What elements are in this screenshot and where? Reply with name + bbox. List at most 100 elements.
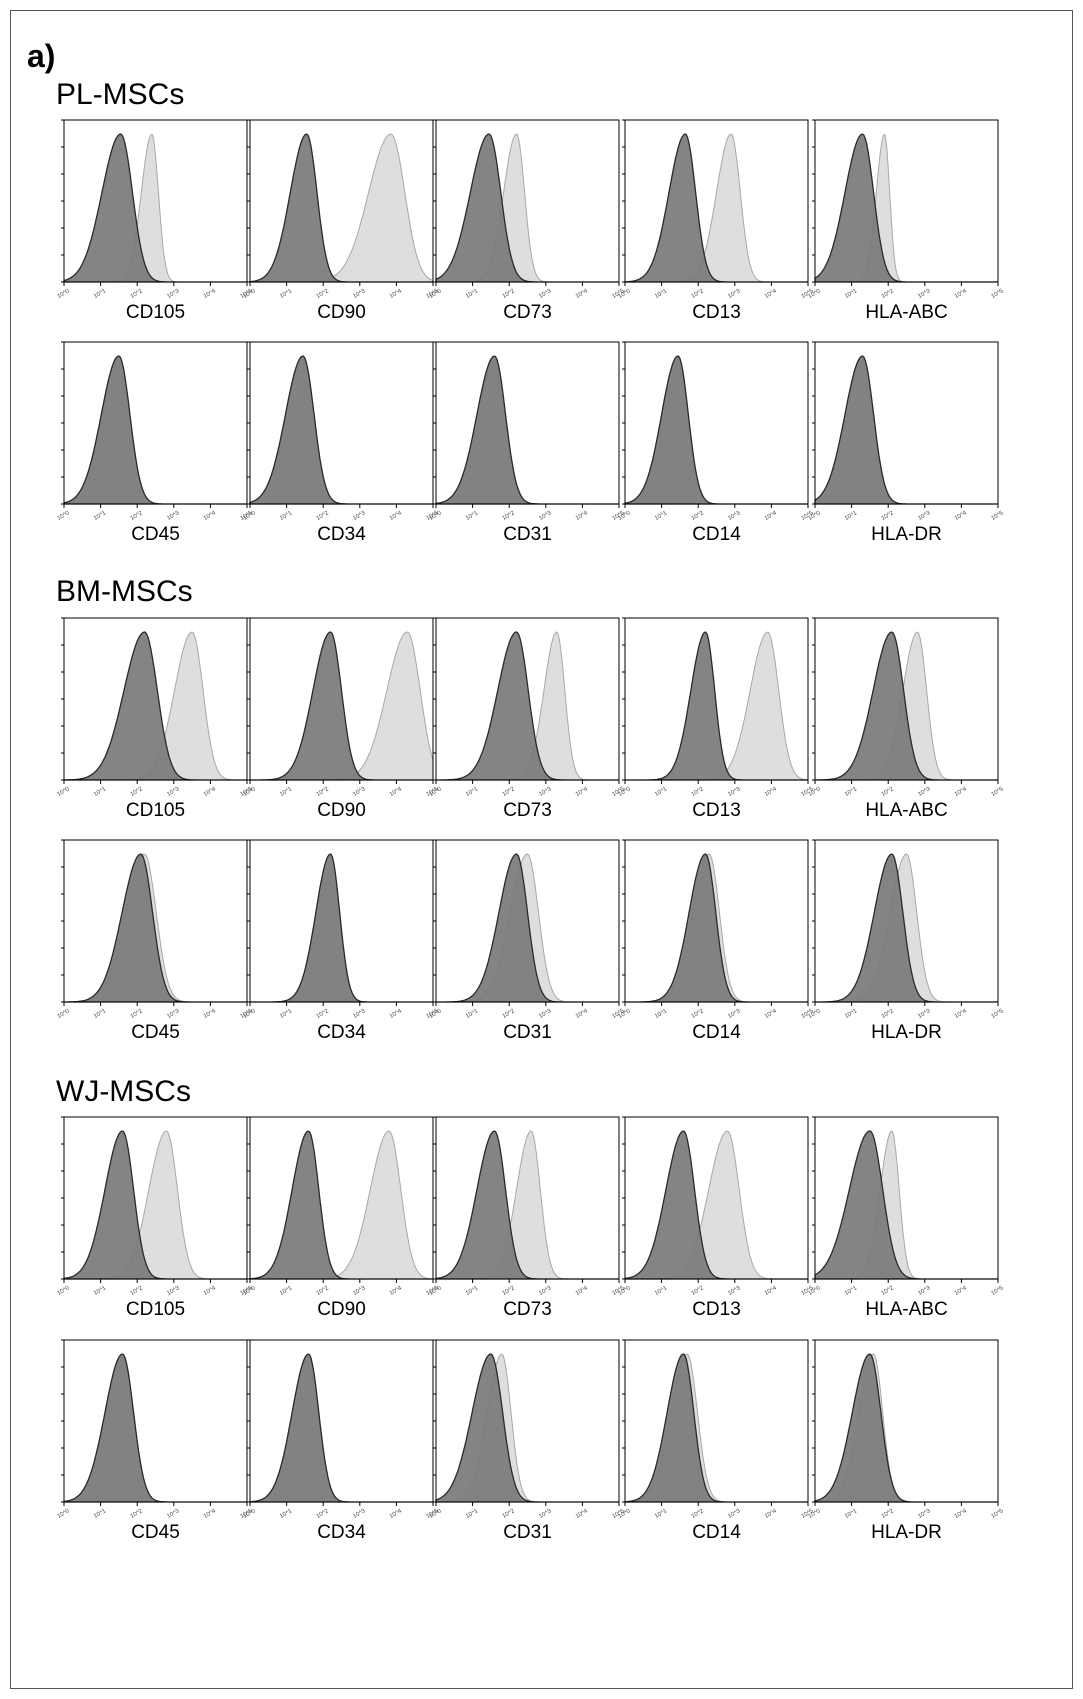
x-tick-label-2-0-1-5: 10^5 [425,1285,440,1297]
marker-label-0-0-0: CD105 [126,302,185,323]
x-tick-label-2-1-0-0: 10^0 [56,1508,71,1520]
x-tick-label-2-1-3-2: 10^2 [691,1508,706,1520]
x-tick-label-2-1-3-4: 10^4 [764,1508,779,1520]
marker-label-0-0-3: CD13 [692,302,741,323]
x-tick-label-1-1-3-0: 10^0 [617,1008,632,1020]
isotype-histogram-2-1-4 [814,1353,998,1503]
x-tick-label-0-1-4-0: 10^0 [807,510,822,522]
x-tick-label-2-0-4-0: 10^0 [807,1285,822,1297]
x-tick-label-0-0-2-5: 10^5 [611,288,626,300]
x-tick-label-0-0-3-1: 10^1 [654,288,669,300]
x-tick-label-0-0-4-1: 10^1 [844,288,859,300]
x-tick-label-2-0-3-3: 10^3 [727,1285,742,1297]
marker-label-2-0-2: CD73 [503,1299,552,1320]
x-tick-label-2-0-4-1: 10^1 [844,1285,859,1297]
marker-label-1-0-4: HLA-ABC [865,800,947,821]
isotype-histogram-1-0-0 [63,631,247,781]
x-tick-label-2-1-2-2: 10^2 [502,1508,517,1520]
x-tick-label-1-0-1-2: 10^2 [316,786,331,798]
x-tick-label-2-1-0-3: 10^3 [166,1508,181,1520]
x-tick-label-2-1-2-3: 10^3 [538,1508,553,1520]
x-tick-label-2-0-0-1: 10^1 [93,1285,108,1297]
x-tick-label-2-1-0-4: 10^4 [203,1508,218,1520]
x-tick-label-1-1-3-4: 10^4 [764,1008,779,1020]
x-tick-label-2-0-3-4: 10^4 [764,1285,779,1297]
marker-label-0-0-1: CD90 [317,302,366,323]
marker-label-1-0-0: CD105 [126,800,185,821]
x-tick-label-1-1-1-4: 10^4 [389,1008,404,1020]
x-tick-label-0-0-0-2: 10^2 [130,288,145,300]
x-tick-label-1-0-2-2: 10^2 [502,786,517,798]
x-tick-label-1-0-1-4: 10^4 [389,786,404,798]
x-tick-label-1-1-4-0: 10^0 [807,1008,822,1020]
x-tick-label-0-0-1-5: 10^5 [425,288,440,300]
x-tick-label-2-0-4-2: 10^2 [881,1285,896,1297]
x-tick-label-1-0-4-2: 10^2 [881,786,896,798]
x-tick-label-0-0-3-4: 10^4 [764,288,779,300]
x-tick-label-0-1-3-1: 10^1 [654,510,669,522]
x-tick-label-0-1-1-2: 10^2 [316,510,331,522]
x-tick-label-0-1-4-5: 10^5 [990,510,1005,522]
isotype-histogram-0-1-2 [435,355,619,505]
x-tick-label-0-0-4-5: 10^5 [990,288,1005,300]
x-tick-label-2-0-4-4: 10^4 [954,1285,969,1297]
x-tick-label-1-1-0-3: 10^3 [166,1008,181,1020]
isotype-histogram-0-1-1 [249,355,433,505]
x-tick-label-0-1-0-3: 10^3 [166,510,181,522]
x-tick-label-2-0-3-0: 10^0 [617,1285,632,1297]
marker-label-2-1-1: CD34 [317,1522,366,1543]
x-tick-label-1-0-2-3: 10^3 [538,786,553,798]
x-tick-label-1-0-2-0: 10^0 [428,786,443,798]
x-tick-label-2-1-3-0: 10^0 [617,1508,632,1520]
x-tick-label-1-0-4-0: 10^0 [807,786,822,798]
x-tick-label-1-1-2-5: 10^5 [611,1008,626,1020]
x-tick-label-2-0-0-5: 10^5 [239,1285,254,1297]
x-tick-label-2-0-0-4: 10^4 [203,1285,218,1297]
x-tick-label-0-1-4-1: 10^1 [844,510,859,522]
x-tick-label-1-0-3-4: 10^4 [764,786,779,798]
x-tick-label-1-1-3-1: 10^1 [654,1008,669,1020]
x-tick-label-2-1-1-3: 10^3 [352,1508,367,1520]
x-tick-label-2-1-1-1: 10^1 [279,1508,294,1520]
x-tick-label-1-1-4-1: 10^1 [844,1008,859,1020]
isotype-histogram-0-1-3 [624,355,808,505]
x-tick-label-1-1-0-2: 10^2 [130,1008,145,1020]
x-tick-label-0-1-0-5: 10^5 [239,510,254,522]
x-tick-label-1-1-1-0: 10^0 [242,1008,257,1020]
marker-label-1-1-4: HLA-DR [871,1022,942,1043]
x-tick-label-1-1-1-2: 10^2 [316,1008,331,1020]
x-tick-label-2-0-2-0: 10^0 [428,1285,443,1297]
x-tick-label-0-1-0-2: 10^2 [130,510,145,522]
x-tick-label-1-0-1-0: 10^0 [242,786,257,798]
x-tick-label-0-0-0-3: 10^3 [166,288,181,300]
x-tick-label-0-1-2-0: 10^0 [428,510,443,522]
x-tick-label-2-0-1-0: 10^0 [242,1285,257,1297]
marker-label-0-1-2: CD31 [503,524,552,545]
x-tick-label-1-0-4-4: 10^4 [954,786,969,798]
group-title-bm: BM-MSCs [56,575,193,608]
x-tick-label-1-1-2-0: 10^0 [428,1008,443,1020]
x-tick-label-1-0-3-1: 10^1 [654,786,669,798]
x-tick-label-0-1-0-0: 10^0 [56,510,71,522]
x-tick-label-0-1-3-0: 10^0 [617,510,632,522]
marker-label-2-0-3: CD13 [692,1299,741,1320]
x-tick-label-1-1-4-2: 10^2 [881,1008,896,1020]
x-tick-label-1-0-0-0: 10^0 [56,786,71,798]
marker-label-1-0-3: CD13 [692,800,741,821]
x-tick-label-0-1-1-1: 10^1 [279,510,294,522]
x-tick-label-2-0-0-0: 10^0 [56,1285,71,1297]
marker-label-2-0-4: HLA-ABC [865,1299,947,1320]
x-tick-label-0-1-3-5: 10^5 [800,510,815,522]
x-tick-label-0-1-1-0: 10^0 [242,510,257,522]
x-tick-label-2-1-4-1: 10^1 [844,1508,859,1520]
x-tick-label-0-1-3-2: 10^2 [691,510,706,522]
x-tick-label-2-0-2-3: 10^3 [538,1285,553,1297]
marker-label-2-1-4: HLA-DR [871,1522,942,1543]
marker-histogram-0-0-3 [625,133,808,283]
x-tick-label-0-1-2-2: 10^2 [502,510,517,522]
x-tick-label-1-1-2-4: 10^4 [575,1008,590,1020]
x-tick-label-0-1-4-4: 10^4 [954,510,969,522]
marker-label-0-1-3: CD14 [692,524,741,545]
x-tick-label-1-1-0-5: 10^5 [239,1008,254,1020]
x-tick-label-2-0-2-1: 10^1 [465,1285,480,1297]
